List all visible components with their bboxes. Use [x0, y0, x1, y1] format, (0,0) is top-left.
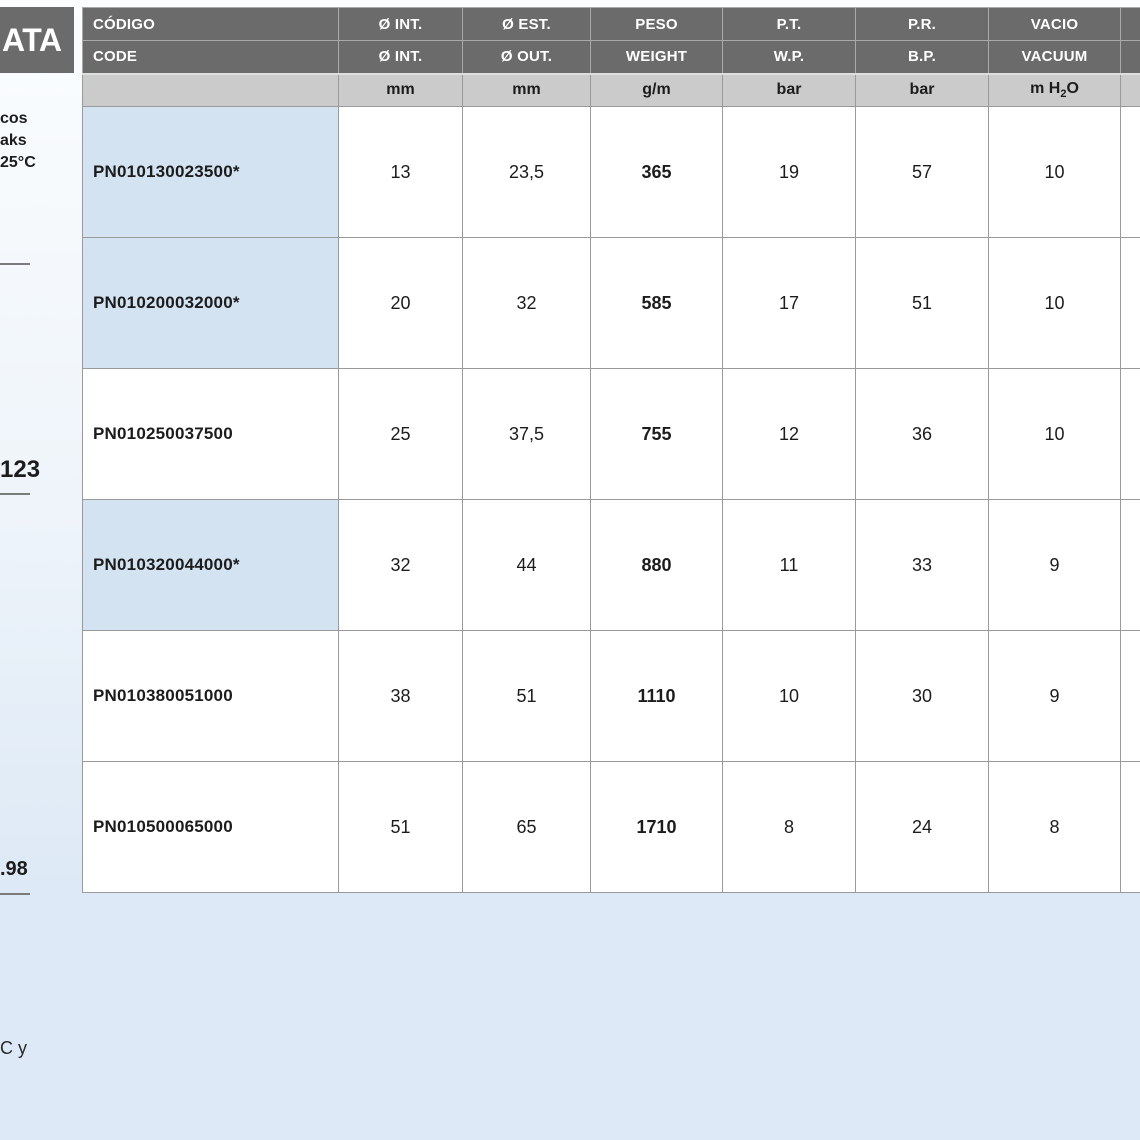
- value-cell: 51: [462, 630, 591, 762]
- table-row: PN010380051000 38 51 1110 10 30 9: [82, 630, 1140, 762]
- partial-cell: [1120, 761, 1140, 893]
- value-cell: 11: [722, 499, 856, 631]
- value-cell: 24: [855, 761, 989, 893]
- value-cell: 19: [722, 106, 856, 238]
- value-cell: 17: [722, 237, 856, 369]
- value-cell: 20: [338, 237, 463, 369]
- spec-table: CÓDIGO Ø INT. Ø EST. PESO P.T. P.R. VACI…: [82, 7, 1140, 893]
- sidebar-value-top: 123: [0, 456, 41, 483]
- value-cell: 13: [338, 106, 463, 238]
- value-cell: 51: [338, 761, 463, 893]
- value-cell: 57: [855, 106, 989, 238]
- value-cell: 30: [855, 630, 989, 762]
- sidebar-divider: [0, 493, 30, 495]
- value-cell: 65: [462, 761, 591, 893]
- header-row-en: CODE Ø INT. Ø OUT. WEIGHT W.P. B.P. VACU…: [82, 40, 1140, 75]
- sidebar-footnote: C y: [0, 1038, 27, 1058]
- partial-cell: [1120, 630, 1140, 762]
- value-cell: 23,5: [462, 106, 591, 238]
- product-code-cell: PN010500065000: [82, 761, 339, 893]
- table-row: PN010250037500 25 37,5 755 12 36 10: [82, 368, 1140, 500]
- unit-partial: [1120, 73, 1140, 107]
- product-code-cell: PN010320044000*: [82, 499, 339, 631]
- value-cell: 44: [462, 499, 591, 631]
- col-header-bp-en: B.P.: [855, 40, 989, 75]
- unit-bp: bar: [855, 73, 989, 107]
- col-header-dext-en: Ø OUT.: [462, 40, 591, 75]
- value-cell: 8: [722, 761, 856, 893]
- table-body: PN010130023500* 13 23,5 365 19 57 10 PN01020003…: [82, 106, 1140, 893]
- col-header-dint-es: Ø INT.: [338, 7, 463, 41]
- value-cell: 9: [988, 630, 1121, 762]
- value-cell: 32: [462, 237, 591, 369]
- col-header-wp-es: P.T.: [722, 7, 856, 41]
- value-cell: 37,5: [462, 368, 591, 500]
- unit-code: [82, 73, 339, 107]
- units-row: mm mm g/m bar bar m H2O: [82, 73, 1140, 107]
- sidebar-value-bottom: .98: [0, 858, 28, 880]
- col-header-dext-es: Ø EST.: [462, 7, 591, 41]
- sidebar-divider: [0, 893, 30, 895]
- value-cell: 12: [722, 368, 856, 500]
- partial-cell: [1120, 106, 1140, 238]
- table-row: PN010320044000* 32 44 880 11 33 9: [82, 499, 1140, 631]
- value-cell: 10: [988, 368, 1121, 500]
- sidebar-fragment-line: cos: [0, 110, 28, 127]
- value-cell: 33: [855, 499, 989, 631]
- product-code-cell: PN010200032000*: [82, 237, 339, 369]
- value-cell: 36: [855, 368, 989, 500]
- unit-dint: mm: [338, 73, 463, 107]
- partial-cell: [1120, 499, 1140, 631]
- col-header-bp-es: P.R.: [855, 7, 989, 41]
- sidebar-fragment-line: aks: [0, 132, 27, 149]
- sidebar-section-badge: ATA: [0, 7, 74, 73]
- value-cell: 8: [988, 761, 1121, 893]
- header-row-es: CÓDIGO Ø INT. Ø EST. PESO P.T. P.R. VACI…: [82, 7, 1140, 41]
- sidebar-text-fragments: cos aks 25°C: [0, 108, 60, 174]
- value-cell: 10: [988, 237, 1121, 369]
- value-cell: 1710: [590, 761, 723, 893]
- value-cell: 38: [338, 630, 463, 762]
- value-cell: 51: [855, 237, 989, 369]
- partial-cell: [1120, 368, 1140, 500]
- table-row: PN010130023500* 13 23,5 365 19 57 10: [82, 106, 1140, 238]
- col-header-weight-en: WEIGHT: [590, 40, 723, 75]
- product-code-cell: PN010380051000: [82, 630, 339, 762]
- col-header-vacuum-en: VACUUM: [988, 40, 1121, 75]
- product-code-cell: PN010130023500*: [82, 106, 339, 238]
- value-cell: 9: [988, 499, 1121, 631]
- col-header-weight-es: PESO: [590, 7, 723, 41]
- value-cell: 1110: [590, 630, 723, 762]
- col-header-wp-en: W.P.: [722, 40, 856, 75]
- col-header-code-es: CÓDIGO: [82, 7, 339, 41]
- value-cell: 10: [722, 630, 856, 762]
- product-code-cell: PN010250037500: [82, 368, 339, 500]
- unit-dext: mm: [462, 73, 591, 107]
- sidebar-fragment-line: 25°C: [0, 154, 36, 171]
- col-header-dint-en: Ø INT.: [338, 40, 463, 75]
- value-cell: 10: [988, 106, 1121, 238]
- col-header-partial: [1120, 40, 1140, 75]
- sidebar-divider: [0, 263, 30, 265]
- partial-cell: [1120, 237, 1140, 369]
- value-cell: 25: [338, 368, 463, 500]
- col-header-partial: [1120, 7, 1140, 41]
- value-cell: 585: [590, 237, 723, 369]
- table-row: PN010200032000* 20 32 585 17 51 10: [82, 237, 1140, 369]
- unit-weight: g/m: [590, 73, 723, 107]
- value-cell: 880: [590, 499, 723, 631]
- col-header-code-en: CODE: [82, 40, 339, 75]
- col-header-vacuum-es: VACIO: [988, 7, 1121, 41]
- value-cell: 32: [338, 499, 463, 631]
- value-cell: 365: [590, 106, 723, 238]
- value-cell: 755: [590, 368, 723, 500]
- table-row: PN010500065000 51 65 1710 8 24 8: [82, 761, 1140, 893]
- unit-vacuum: m H2O: [988, 73, 1121, 107]
- unit-wp: bar: [722, 73, 856, 107]
